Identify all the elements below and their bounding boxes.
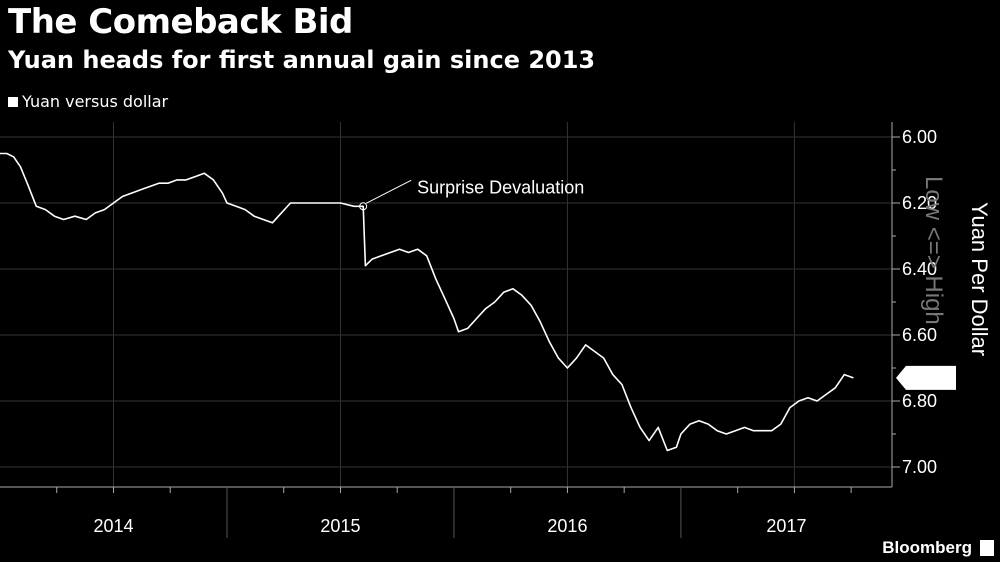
y-tick-label-0: 6.00 bbox=[902, 127, 937, 147]
y-tick-label-1: 6.20 bbox=[902, 193, 937, 213]
x-tick-label-3: 2017 bbox=[766, 516, 806, 536]
chart-title: The Comeback Bid bbox=[8, 2, 353, 42]
y-axis-secondary-title: Low <=> High bbox=[920, 176, 947, 325]
y-tick-label-3: 6.60 bbox=[902, 325, 937, 345]
x-tick-label-2: 2016 bbox=[547, 516, 587, 536]
annotation-label: Surprise Devaluation bbox=[417, 177, 584, 197]
brand-mark-icon bbox=[980, 540, 994, 556]
chart-subtitle: Yuan heads for first annual gain since 2… bbox=[8, 46, 596, 74]
legend-swatch bbox=[8, 96, 18, 107]
legend: Yuan versus dollar bbox=[8, 92, 168, 111]
annotation-marker bbox=[359, 202, 368, 211]
x-tick-label-0: 2014 bbox=[93, 516, 133, 536]
legend-label: Yuan versus dollar bbox=[22, 92, 169, 111]
series-line-yuan bbox=[0, 152, 854, 452]
annotation-leader-line bbox=[365, 179, 412, 204]
last-value-badge bbox=[896, 365, 956, 390]
x-tick-label-1: 2015 bbox=[320, 516, 360, 536]
y-tick-label-5: 7.00 bbox=[902, 457, 937, 477]
y-tick-label-2: 6.40 bbox=[902, 259, 937, 279]
y-axis-title: Yuan Per Dollar bbox=[967, 202, 992, 356]
last-value-label: 6.73 bbox=[908, 369, 943, 389]
bloomberg-logo: Bloomberg bbox=[882, 538, 972, 557]
y-tick-label-4: 6.80 bbox=[902, 391, 937, 411]
